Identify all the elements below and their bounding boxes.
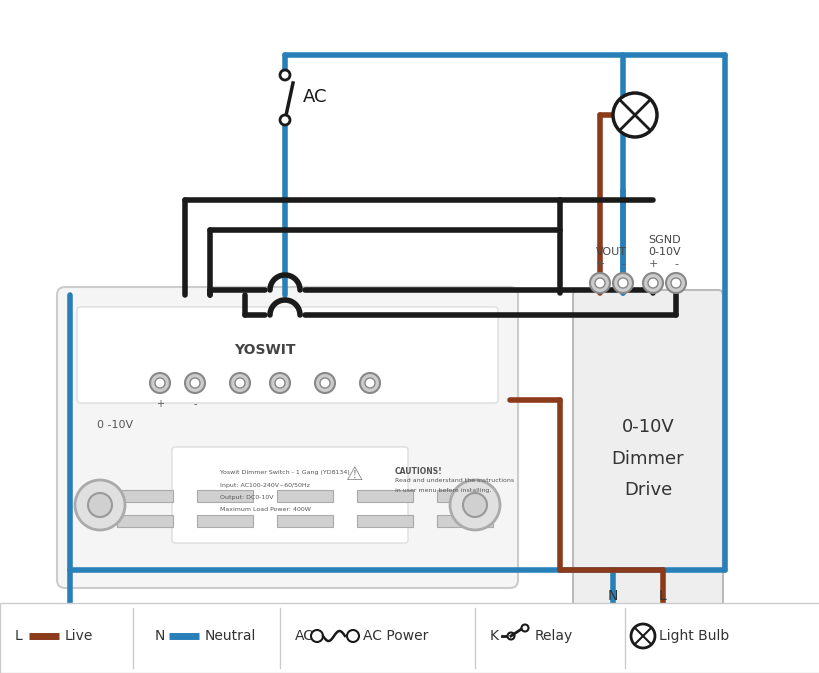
Circle shape	[618, 278, 627, 288]
Text: SGND: SGND	[647, 235, 680, 245]
Bar	[197, 515, 253, 527]
Text: Neutral: Neutral	[205, 629, 256, 643]
Text: K: K	[490, 629, 499, 643]
Text: -: -	[673, 259, 677, 269]
Bar	[356, 490, 413, 502]
Circle shape	[450, 480, 500, 530]
Text: Drive: Drive	[623, 481, 672, 499]
Bar	[0, 603, 819, 673]
Text: Output: DC0-10V: Output: DC0-10V	[219, 495, 274, 500]
Text: CAUTIONS!: CAUTIONS!	[395, 467, 442, 476]
Text: Relay: Relay	[534, 629, 572, 643]
FancyBboxPatch shape	[77, 307, 497, 403]
Text: YOSWIT: YOSWIT	[234, 343, 296, 357]
Circle shape	[88, 493, 112, 517]
Circle shape	[521, 625, 528, 631]
Circle shape	[613, 93, 656, 137]
Circle shape	[155, 378, 165, 388]
Text: -: -	[193, 399, 197, 409]
Circle shape	[150, 373, 170, 393]
Text: AC: AC	[303, 88, 327, 106]
Text: +: +	[648, 259, 657, 269]
Bar	[117, 515, 173, 527]
Text: Live: Live	[65, 629, 93, 643]
Text: 0-10V: 0-10V	[647, 247, 680, 257]
Circle shape	[346, 630, 359, 642]
Text: AC: AC	[295, 629, 314, 643]
Text: VOUT: VOUT	[595, 247, 627, 257]
Circle shape	[598, 611, 627, 639]
Text: -: -	[620, 259, 624, 269]
Text: +: +	[156, 399, 164, 409]
Text: Yoswit Dimmer Switch - 1 Gang (YD8134): Yoswit Dimmer Switch - 1 Gang (YD8134)	[219, 470, 350, 475]
Bar	[117, 490, 173, 502]
Text: Light Bulb: Light Bulb	[658, 629, 728, 643]
Bar	[356, 515, 413, 527]
Text: Input: AC100-240V~60/50Hz: Input: AC100-240V~60/50Hz	[219, 483, 310, 488]
FancyBboxPatch shape	[572, 290, 722, 615]
Circle shape	[235, 378, 245, 388]
Circle shape	[463, 493, 486, 517]
Text: in user menu before installing.: in user menu before installing.	[395, 488, 491, 493]
Circle shape	[319, 378, 329, 388]
Circle shape	[590, 273, 609, 293]
Text: N: N	[607, 589, 618, 603]
Circle shape	[655, 618, 669, 632]
Circle shape	[507, 633, 514, 639]
Circle shape	[360, 373, 379, 393]
Circle shape	[670, 278, 680, 288]
Circle shape	[229, 373, 250, 393]
Circle shape	[648, 611, 676, 639]
Circle shape	[613, 273, 632, 293]
Circle shape	[314, 373, 335, 393]
Text: Maximum Load Power: 400W: Maximum Load Power: 400W	[219, 507, 310, 512]
Text: ⚠: ⚠	[346, 465, 364, 484]
Circle shape	[279, 115, 290, 125]
Circle shape	[279, 70, 290, 80]
Circle shape	[274, 378, 285, 388]
Text: L: L	[15, 629, 23, 643]
Bar	[197, 490, 253, 502]
Bar	[437, 490, 492, 502]
Text: L: L	[658, 589, 666, 603]
Text: 0 -10V: 0 -10V	[97, 420, 133, 430]
FancyBboxPatch shape	[57, 287, 518, 588]
Text: Read and understand the instructions: Read and understand the instructions	[395, 478, 514, 483]
FancyBboxPatch shape	[172, 447, 408, 543]
Circle shape	[364, 378, 374, 388]
Circle shape	[269, 373, 290, 393]
Bar	[277, 515, 333, 527]
Circle shape	[665, 273, 686, 293]
Text: 0-10V: 0-10V	[621, 419, 673, 436]
Circle shape	[647, 278, 657, 288]
Circle shape	[605, 618, 619, 632]
Bar	[437, 515, 492, 527]
Circle shape	[310, 630, 323, 642]
Text: AC Power: AC Power	[363, 629, 428, 643]
Text: N: N	[155, 629, 165, 643]
Circle shape	[190, 378, 200, 388]
Circle shape	[642, 273, 663, 293]
Circle shape	[185, 373, 205, 393]
Circle shape	[631, 624, 654, 648]
Circle shape	[75, 480, 124, 530]
Bar	[277, 490, 333, 502]
Text: +: +	[595, 259, 604, 269]
Circle shape	[595, 278, 604, 288]
Text: Dimmer: Dimmer	[611, 450, 684, 468]
